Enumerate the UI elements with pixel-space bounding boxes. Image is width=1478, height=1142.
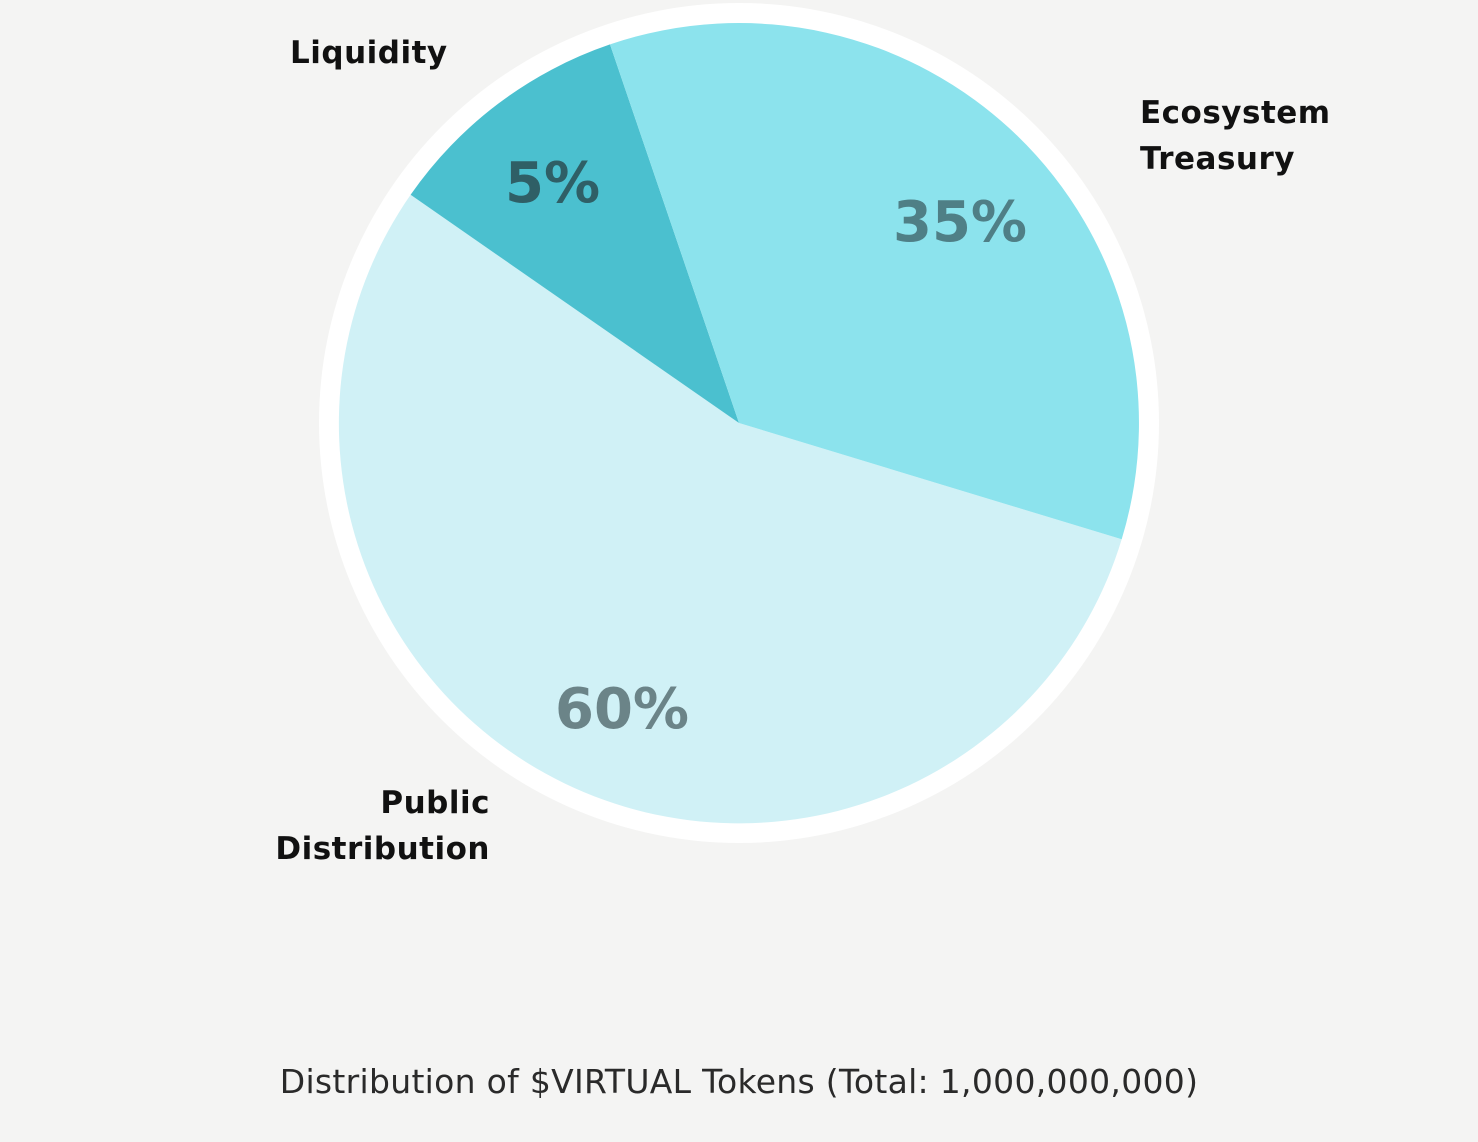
label-ecosystem-treasury: Ecosystem Treasury [1140, 90, 1331, 182]
label-public-line2: Distribution [275, 831, 490, 867]
label-public-line1: Public [380, 785, 490, 821]
label-public-distribution: Public Distribution [270, 780, 490, 872]
label-ecosystem-line1: Ecosystem [1140, 95, 1331, 131]
pct-ecosystem-treasury: 35% [893, 190, 1028, 255]
pct-public-distribution: 60% [555, 677, 690, 742]
label-liquidity: Liquidity [290, 30, 448, 76]
chart-caption: Distribution of $VIRTUAL Tokens (Total: … [279, 1062, 1199, 1101]
slice-ecosystem-treasury[interactable] [610, 23, 1139, 540]
label-ecosystem-line2: Treasury [1140, 141, 1295, 177]
slice-liquidity[interactable] [410, 44, 739, 424]
slice-public-distribution[interactable] [338, 194, 1122, 824]
pct-liquidity: 5% [505, 151, 601, 216]
label-liquidity-text: Liquidity [290, 35, 448, 71]
